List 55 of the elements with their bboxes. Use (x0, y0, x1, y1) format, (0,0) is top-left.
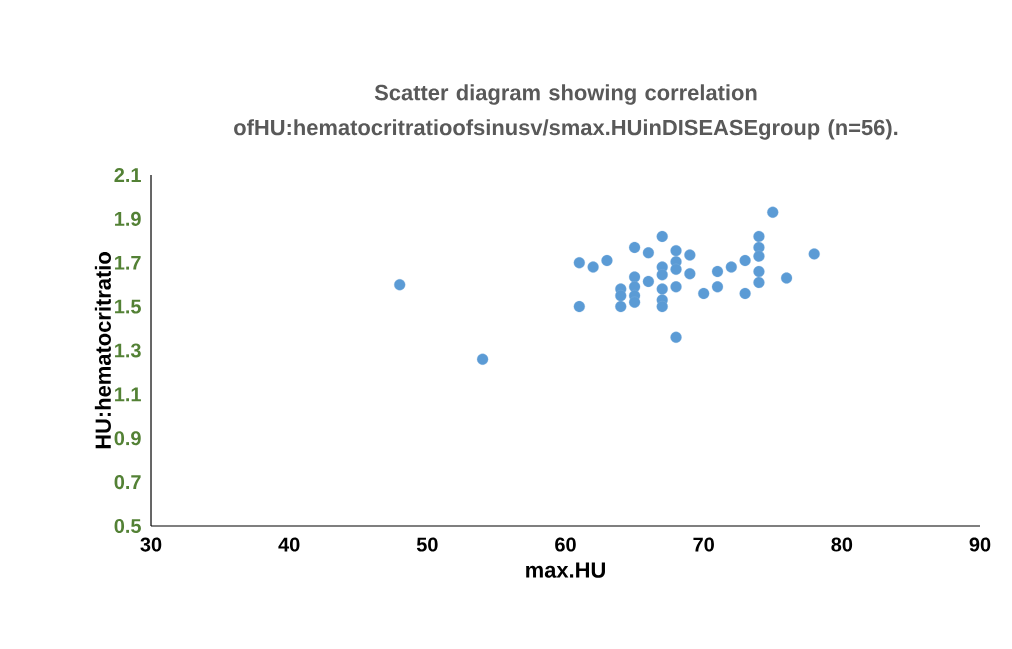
x-tick-label: 80 (831, 537, 853, 552)
y-axis-title: HU:hematocritratio (94, 252, 111, 449)
point (711, 265, 724, 278)
point (656, 230, 668, 243)
point (670, 331, 682, 343)
point (394, 279, 406, 291)
point (628, 296, 641, 308)
point (725, 261, 737, 273)
point (698, 287, 710, 300)
y-tick-label: 1.3 (115, 343, 141, 358)
y-tick-label: 1.5 (115, 299, 141, 314)
point (656, 283, 668, 295)
y-tick-label: 0.7 (114, 475, 141, 490)
point (753, 276, 765, 289)
x-axis-title: max.HU (526, 562, 605, 578)
x-tick-label: 50 (416, 537, 438, 552)
point (753, 250, 765, 262)
point (628, 241, 641, 254)
x-tick-label: 30 (140, 537, 162, 552)
x-tick-label: 90 (969, 537, 991, 552)
chart-title: Scatter diagram showing correlation ofHU:hematocritratioofsinusv/smax.HUinDISEASEgroup (n=56). (234, 84, 898, 140)
point (753, 265, 765, 278)
point (670, 245, 682, 257)
point (615, 289, 627, 302)
point (628, 271, 641, 283)
point (739, 287, 751, 300)
point (780, 272, 793, 284)
y-tick-label: 0.9 (114, 431, 141, 446)
x-tick-label: 40 (278, 537, 300, 552)
point (573, 257, 585, 269)
point (753, 230, 765, 243)
point (670, 263, 682, 275)
point (573, 300, 585, 313)
y-tick-label: 1.1 (115, 387, 141, 402)
point (642, 247, 655, 259)
point (656, 300, 668, 313)
point (808, 248, 820, 260)
point (670, 281, 682, 293)
point (656, 269, 668, 281)
point (739, 254, 751, 267)
point (684, 249, 696, 261)
point (587, 261, 599, 273)
point (642, 275, 655, 288)
x-tick-label: 60 (555, 537, 576, 552)
point (767, 206, 779, 218)
y-tick-label: 0.5 (114, 518, 141, 534)
point (601, 254, 613, 267)
point (684, 268, 696, 280)
point (615, 300, 627, 313)
y-tick-label: 1.9 (115, 211, 141, 226)
x-tick-label: 70 (693, 537, 714, 552)
y-tick-label: 2.1 (114, 168, 141, 182)
y-tick-label: 1.7 (115, 255, 141, 270)
point (476, 353, 489, 365)
point (711, 281, 724, 293)
